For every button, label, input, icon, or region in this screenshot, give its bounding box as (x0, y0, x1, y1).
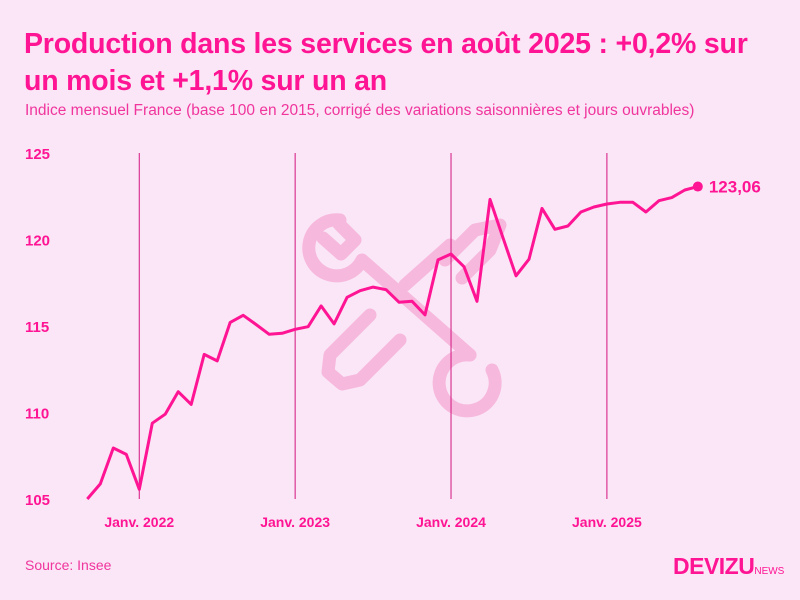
gridlines (138, 153, 608, 499)
x-tick-label: Janv. 2023 (260, 514, 330, 530)
y-tick-label: 110 (25, 406, 49, 423)
last-point-marker (692, 181, 703, 192)
x-tick-label: Janv. 2024 (416, 514, 486, 530)
x-axis-ticks: Janv. 2022 Janv. 2023 Janv. 2024 Janv. 2025 (104, 514, 642, 530)
y-tick-label: 115 (25, 319, 49, 336)
last-value-label: 123,06 (709, 178, 761, 197)
x-tick-label: Janv. 2025 (572, 514, 642, 530)
devizu-logo: DEVIZUNEWS (673, 553, 784, 580)
logo-suffix: NEWS (754, 566, 785, 577)
x-tick-label: Janv. 2022 (104, 514, 174, 530)
series-line (86, 185, 699, 500)
y-tick-label: 105 (25, 492, 50, 509)
data-points (87, 186, 698, 500)
source-note: Source: Insee (25, 557, 112, 573)
chart-title: Production dans les services en août 202… (24, 28, 748, 97)
y-tick-label: 120 (25, 233, 50, 250)
y-tick-label: 125 (25, 146, 50, 163)
y-axis-ticks: 105 110 115 120 125 (25, 146, 50, 509)
chart-subtitle: Indice mensuel France (base 100 en 2015,… (25, 102, 695, 119)
logo-main: DEVIZU (673, 553, 755, 579)
